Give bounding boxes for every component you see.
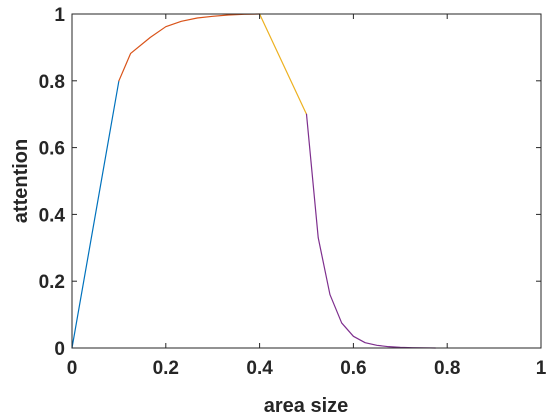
- x-tick-label: 0.8: [434, 358, 460, 379]
- series-line-2: [118, 13, 261, 82]
- axes-box: [71, 13, 542, 349]
- x-tick-label: 0.6: [340, 358, 366, 379]
- axes-layer: [71, 13, 542, 349]
- series-line-1: [71, 80, 120, 349]
- y-tick-label: 0: [54, 339, 65, 360]
- y-tick-label: 0.6: [39, 139, 65, 160]
- x-tick-label: 0.2: [153, 358, 179, 379]
- y-tick-label: 0.8: [39, 72, 65, 93]
- y-axis-title: attention: [10, 139, 32, 223]
- x-axis-title: area size: [264, 395, 349, 417]
- y-tick-label: 0.2: [39, 272, 65, 293]
- plot-area: [72, 14, 541, 348]
- x-tick-label: 0: [67, 358, 78, 379]
- y-tick-label: 1: [54, 5, 65, 26]
- ticks-layer: 0 0.2 0.4 0.6 0.8 1 0 0.2 0.4 0.6 0.8 1: [39, 5, 547, 379]
- x-tick-label: 1: [536, 358, 547, 379]
- y-tick-label: 0.4: [39, 205, 66, 226]
- x-tick-label: 0.4: [246, 358, 273, 379]
- series-line-3: [259, 13, 308, 115]
